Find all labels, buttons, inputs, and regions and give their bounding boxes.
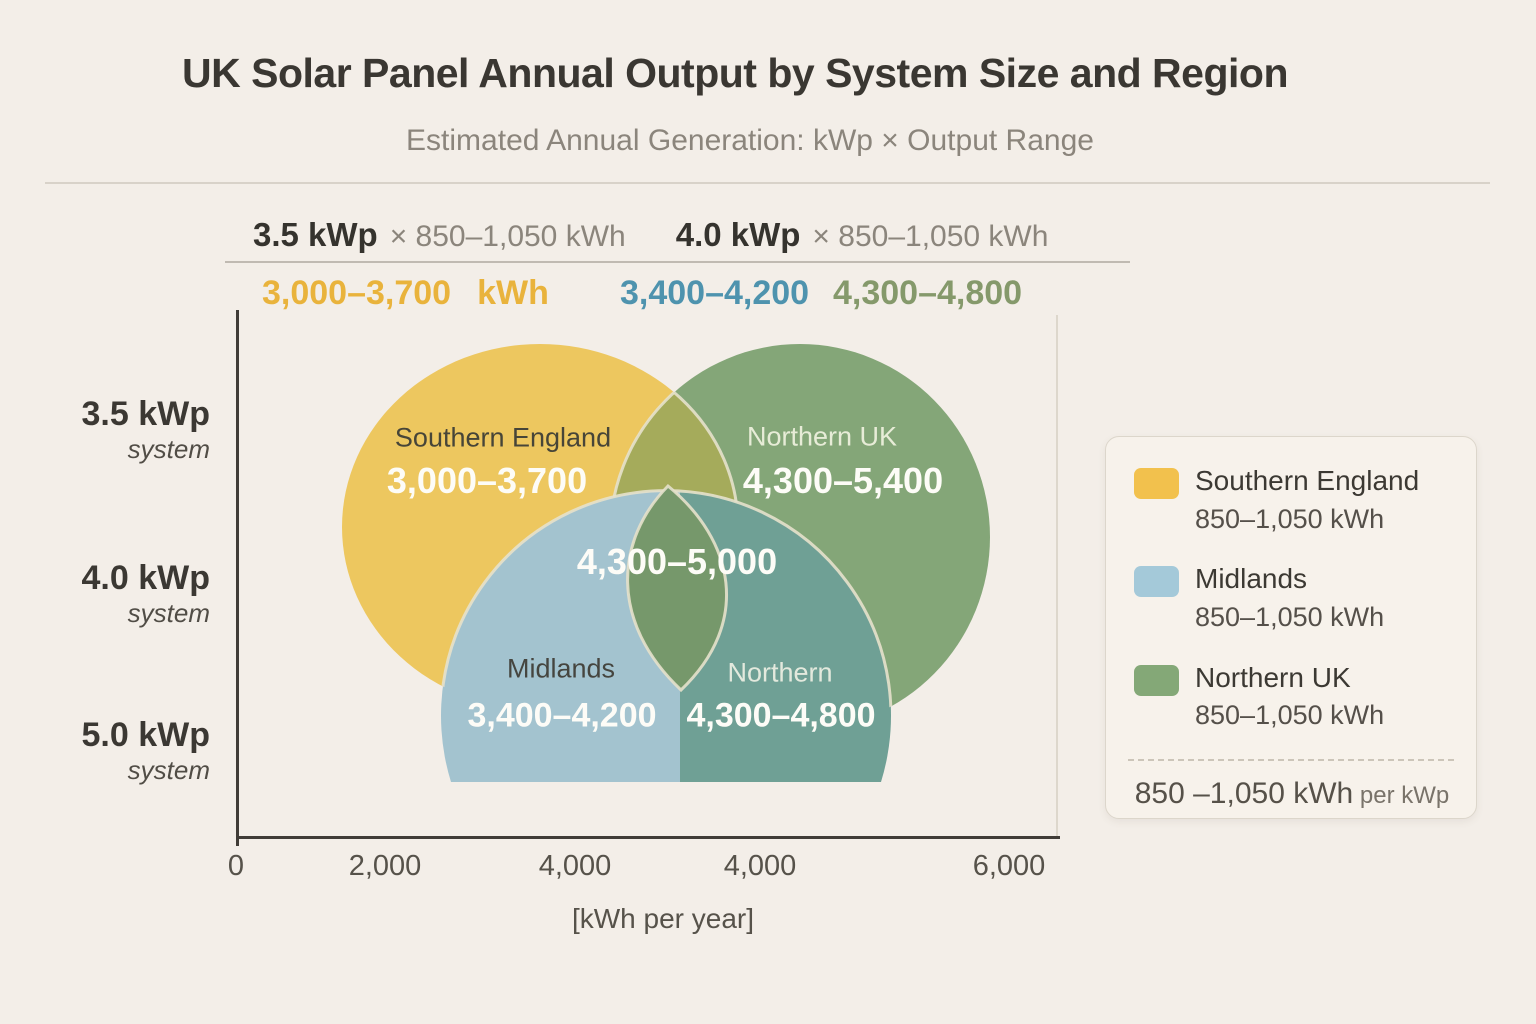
x-tick-4000-b: 4,000 xyxy=(723,850,797,882)
midlands-label: Midlands xyxy=(506,653,616,684)
y-axis-suffix: system xyxy=(127,598,210,629)
legend-range: 850–1,050 kWh xyxy=(1195,503,1385,534)
legend-panel: Southern England 850–1,050 kWh Midlands … xyxy=(1105,436,1477,819)
x-tick-4000-a: 4,000 xyxy=(538,850,612,882)
legend-item-southern-england: Southern England 850–1,050 kWh xyxy=(1134,464,1450,536)
y-axis-size: 3.5 kWp xyxy=(81,395,210,433)
formula-kwp: 3.5 kWp xyxy=(253,216,378,253)
legend-label: Northern UK xyxy=(1195,661,1351,693)
legend-footer-range: 850 –1,050 kWh xyxy=(1134,777,1354,811)
y-axis-suffix: system xyxy=(127,434,210,465)
midlands-value: 3,400–4,200 xyxy=(467,696,657,735)
legend-swatch-northern-uk xyxy=(1134,664,1179,696)
formula-row: 3.5 kWp × 850–1,050 kWh 4.0 kWp × 850–1,… xyxy=(253,216,1048,254)
legend-divider xyxy=(1128,759,1454,762)
y-axis-label-4-0kwp: 4.0 kWp system xyxy=(40,559,210,630)
legend-label: Midlands xyxy=(1195,563,1308,595)
page-subtitle: Estimated Annual Generation: kWp × Outpu… xyxy=(406,124,1094,157)
legend-label: Southern England xyxy=(1195,465,1420,496)
output-range-southern: 3,000–3,700 kWh xyxy=(262,274,549,313)
legend-text: Midlands 850–1,050 kWh xyxy=(1195,562,1384,634)
page-title: UK Solar Panel Annual Output by System S… xyxy=(182,50,1289,96)
southern-england-label: Southern England xyxy=(394,422,612,453)
x-tick-0: 0 xyxy=(227,850,245,882)
y-axis-suffix: system xyxy=(127,755,210,786)
formula-kwp: 4.0 kWp xyxy=(675,216,801,253)
legend-footer-unit: per kWp xyxy=(1353,782,1450,810)
legend-range: 850–1,050 kWh xyxy=(1195,601,1385,632)
northern-value: 4,300–4,800 xyxy=(686,696,876,735)
legend-text: Southern England 850–1,050 kWh xyxy=(1195,464,1419,536)
output-range-value: 3,000–3,700 xyxy=(262,274,452,312)
legend-swatch-midlands xyxy=(1134,566,1179,598)
output-range-value: 3,400–4,200 xyxy=(620,274,810,312)
formula-range: × 850–1,050 kWh xyxy=(812,220,1049,253)
y-axis-size: 5.0 kWp xyxy=(81,716,210,754)
legend-footer: 850 –1,050 kWh per kWp xyxy=(1134,777,1450,811)
legend-item-northern-uk: Northern UK 850–1,050 kWh xyxy=(1134,661,1450,733)
legend-item-midlands: Midlands 850–1,050 kWh xyxy=(1134,562,1450,634)
northern-uk-label: Northern UK xyxy=(746,421,898,452)
legend-text: Northern UK 850–1,050 kWh xyxy=(1195,661,1384,733)
x-tick-2000: 2,000 xyxy=(348,850,422,882)
y-axis-line xyxy=(236,310,239,846)
header-divider xyxy=(45,182,1490,184)
northern-region xyxy=(680,491,891,782)
formula-item-4-0kwp: 4.0 kWp × 850–1,050 kWh xyxy=(676,216,1049,254)
output-range-value: 4,300–4,800 xyxy=(833,274,1023,312)
output-range-midlands: 3,400–4,200 xyxy=(620,274,809,313)
center-overlap-value: 4,300–5,000 xyxy=(576,541,778,582)
formula-item-3-5kwp: 3.5 kWp × 850–1,050 kWh xyxy=(253,216,626,254)
x-axis-line xyxy=(236,836,1060,839)
legend-swatch-southern-england xyxy=(1134,468,1179,499)
northern-label: Northern xyxy=(727,657,833,688)
southern-england-value: 3,000–3,700 xyxy=(386,460,588,501)
y-axis-label-5-0kwp: 5.0 kWp system xyxy=(40,716,210,787)
formula-divider xyxy=(225,261,1130,263)
legend-range: 850–1,050 kWh xyxy=(1195,700,1385,731)
formula-range: × 850–1,050 kWh xyxy=(389,220,626,253)
northern-uk-value: 4,300–5,400 xyxy=(742,460,944,501)
y-axis-size: 4.0 kWp xyxy=(81,559,210,597)
center-overlap-region xyxy=(626,483,728,693)
y-axis-label-3-5kwp: 3.5 kWp system xyxy=(40,395,210,466)
x-axis-title: [kWh per year] xyxy=(571,903,755,934)
output-range-unit: kWh xyxy=(477,274,549,312)
plot-right-border xyxy=(1056,315,1058,836)
output-range-northern: 4,300–4,800 xyxy=(833,274,1022,313)
x-tick-6000: 6,000 xyxy=(972,850,1046,882)
